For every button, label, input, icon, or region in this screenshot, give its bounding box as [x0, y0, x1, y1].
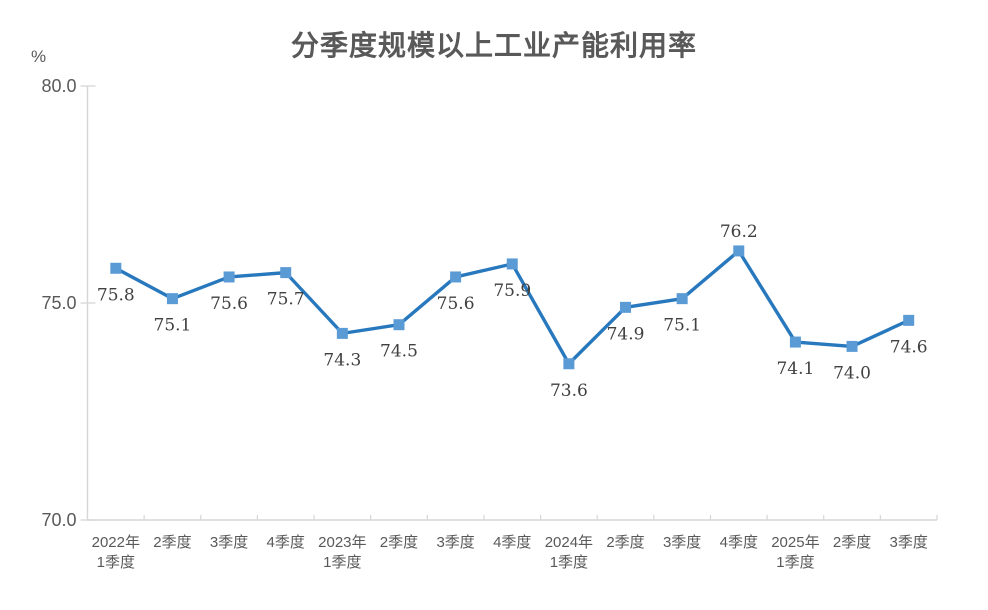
data-point-marker [506, 258, 518, 270]
data-point-label: 75.7 [267, 290, 305, 310]
data-point-marker [733, 245, 745, 257]
x-axis-category-label: 3季度 [210, 534, 248, 551]
data-point-marker [563, 358, 575, 370]
x-axis-category-label: 4季度 [493, 534, 531, 551]
data-point-label: 75.6 [437, 294, 475, 314]
data-point-label: 75.9 [493, 281, 531, 301]
x-axis-category-label: 4季度 [720, 534, 758, 551]
x-axis-category-label: 2季度 [833, 534, 871, 551]
data-point-label: 74.0 [833, 363, 871, 383]
data-point-label: 73.6 [550, 381, 588, 401]
data-point-label: 75.1 [663, 316, 701, 336]
x-axis-category-label: 2季度 [606, 534, 644, 551]
x-axis-category-label: 3季度 [890, 534, 928, 551]
x-axis-category-label: 3季度 [436, 534, 474, 551]
data-point-label: 74.6 [890, 337, 928, 357]
chart-title: 分季度规模以上工业产能利用率 [290, 30, 697, 61]
data-point-label: 74.5 [380, 342, 418, 362]
data-point-marker [223, 271, 235, 283]
data-point-marker [846, 340, 858, 352]
data-point-label: 74.3 [323, 350, 361, 370]
x-axis-category-label: 2季度 [380, 534, 418, 551]
data-point-marker [789, 336, 801, 348]
data-point-label: 76.2 [720, 222, 758, 242]
data-point-label: 75.1 [154, 316, 192, 336]
y-axis-tick-label: 70.0 [41, 510, 76, 530]
x-axis-category-label: 2季度 [153, 534, 191, 551]
data-point-marker [620, 301, 632, 313]
data-point-marker [450, 271, 462, 283]
x-axis-category-label: 2023年 1季度 [318, 534, 366, 571]
data-point-marker [336, 327, 348, 339]
data-point-marker [903, 314, 915, 326]
x-axis-category-label: 2024年 1季度 [545, 534, 593, 571]
x-axis-category-label: 4季度 [267, 534, 305, 551]
data-point-marker [166, 293, 178, 305]
x-axis-category-label: 3季度 [663, 534, 701, 551]
data-point-label: 74.1 [776, 359, 814, 379]
data-point-label: 75.6 [210, 294, 248, 314]
data-point-marker [110, 262, 122, 274]
y-axis-tick-label: 75.0 [41, 293, 76, 313]
data-point-label: 75.8 [97, 285, 135, 305]
y-axis-tick-label: 80.0 [41, 76, 76, 96]
x-axis-category-label: 2022年 1季度 [92, 534, 140, 571]
data-point-marker [393, 319, 405, 331]
x-axis-category-label: 2025年 1季度 [771, 534, 819, 571]
data-point-marker [280, 267, 292, 279]
y-axis-unit-label: % [31, 47, 47, 66]
data-point-marker [676, 293, 688, 305]
data-point-label: 74.9 [607, 324, 645, 344]
